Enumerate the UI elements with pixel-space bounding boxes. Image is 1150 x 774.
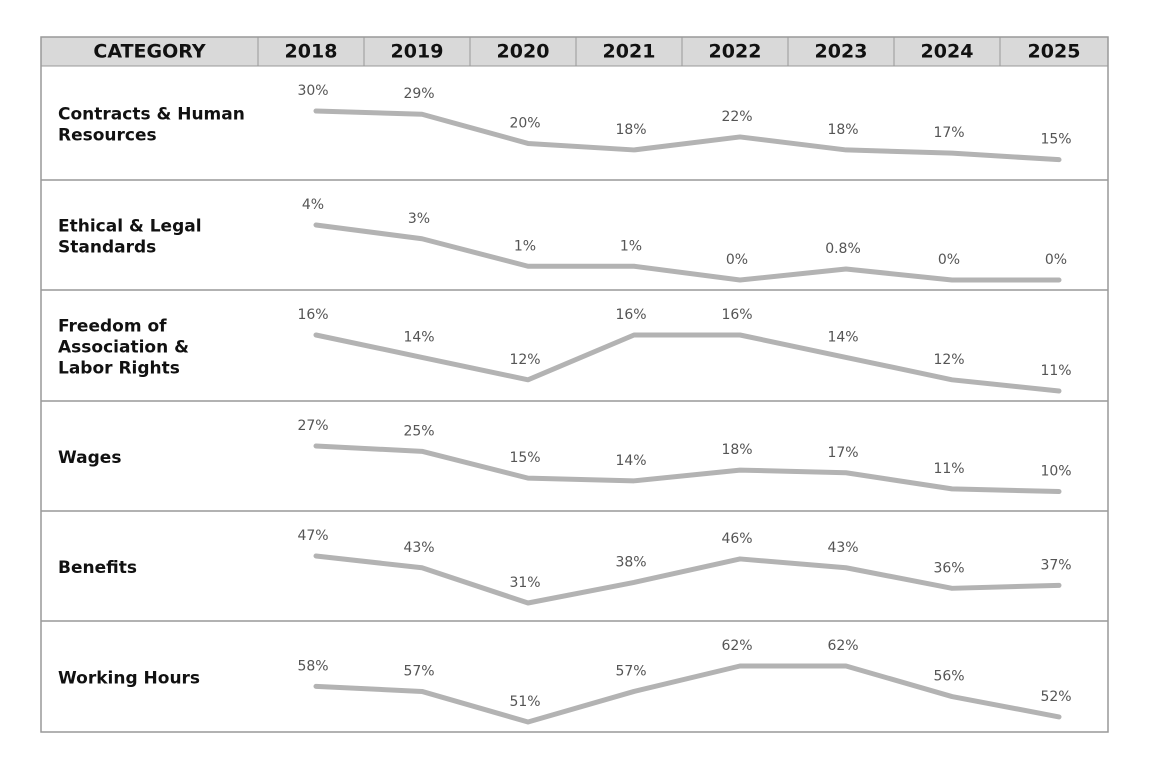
sparkline — [313, 663, 1062, 725]
category-label: Benefits — [58, 558, 137, 578]
value-label: 17% — [933, 125, 964, 141]
value-label: 14% — [615, 453, 646, 469]
header-cell: 2023 — [815, 41, 868, 63]
value-label: 3% — [408, 211, 430, 227]
value-label: 0% — [938, 252, 960, 268]
category-label: Working Hours — [58, 669, 200, 689]
sparkline — [313, 443, 1062, 495]
value-label: 57% — [403, 663, 434, 679]
value-label: 16% — [615, 307, 646, 323]
header-cell: 2022 — [709, 41, 762, 63]
value-label: 12% — [933, 352, 964, 368]
value-label: 43% — [403, 540, 434, 556]
value-label: 30% — [297, 83, 328, 99]
value-label: 46% — [721, 531, 752, 547]
value-label: 51% — [509, 694, 540, 710]
value-label: 18% — [615, 122, 646, 138]
value-label: 17% — [827, 445, 858, 461]
header-cell: 2018 — [285, 41, 338, 63]
value-label: 16% — [297, 307, 328, 323]
value-label: 52% — [1040, 689, 1071, 705]
value-label: 1% — [514, 238, 536, 254]
value-label: 56% — [933, 669, 964, 685]
sparkline — [313, 553, 1062, 606]
sparkline — [313, 222, 1062, 283]
sparkline — [313, 108, 1062, 163]
value-label: 18% — [721, 442, 752, 458]
value-label: 15% — [509, 450, 540, 466]
table-border — [40, 36, 1109, 733]
value-label: 14% — [827, 329, 858, 345]
header-cell: CATEGORY — [93, 41, 205, 63]
value-label: 37% — [1040, 557, 1071, 573]
category-label: Contracts & Human Resources — [58, 105, 245, 146]
value-label: 11% — [933, 461, 964, 477]
value-label: 15% — [1040, 132, 1071, 148]
value-label: 29% — [403, 86, 434, 102]
value-label: 57% — [615, 663, 646, 679]
value-label: 10% — [1040, 464, 1071, 480]
value-label: 4% — [302, 197, 324, 213]
value-label: 43% — [827, 540, 858, 556]
header-row — [40, 36, 1109, 67]
value-label: 18% — [827, 122, 858, 138]
value-label: 16% — [721, 307, 752, 323]
value-label: 38% — [615, 554, 646, 570]
category-label: Wages — [58, 448, 121, 468]
value-label: 14% — [403, 329, 434, 345]
value-label: 12% — [509, 352, 540, 368]
value-label: 25% — [403, 423, 434, 439]
value-label: 62% — [721, 638, 752, 654]
header-cell: 2024 — [921, 41, 974, 63]
header-cell: 2025 — [1028, 41, 1081, 63]
value-label: 0.8% — [825, 241, 861, 257]
value-label: 0% — [726, 252, 748, 268]
category-label: Ethical & Legal Standards — [58, 217, 202, 258]
header-cell: 2020 — [497, 41, 550, 63]
value-label: 27% — [297, 418, 328, 434]
value-label: 22% — [721, 109, 752, 125]
value-label: 1% — [620, 238, 642, 254]
value-label: 36% — [933, 560, 964, 576]
value-label: 62% — [827, 638, 858, 654]
sparkline — [313, 332, 1062, 394]
value-label: 11% — [1040, 363, 1071, 379]
value-label: 58% — [297, 658, 328, 674]
value-label: 47% — [297, 528, 328, 544]
category-label: Freedom of Association & Labor Rights — [58, 317, 189, 379]
value-label: 31% — [509, 575, 540, 591]
value-label: 0% — [1045, 252, 1067, 268]
header-cell: 2021 — [603, 41, 656, 63]
header-cell: 2019 — [391, 41, 444, 63]
value-label: 20% — [509, 115, 540, 131]
